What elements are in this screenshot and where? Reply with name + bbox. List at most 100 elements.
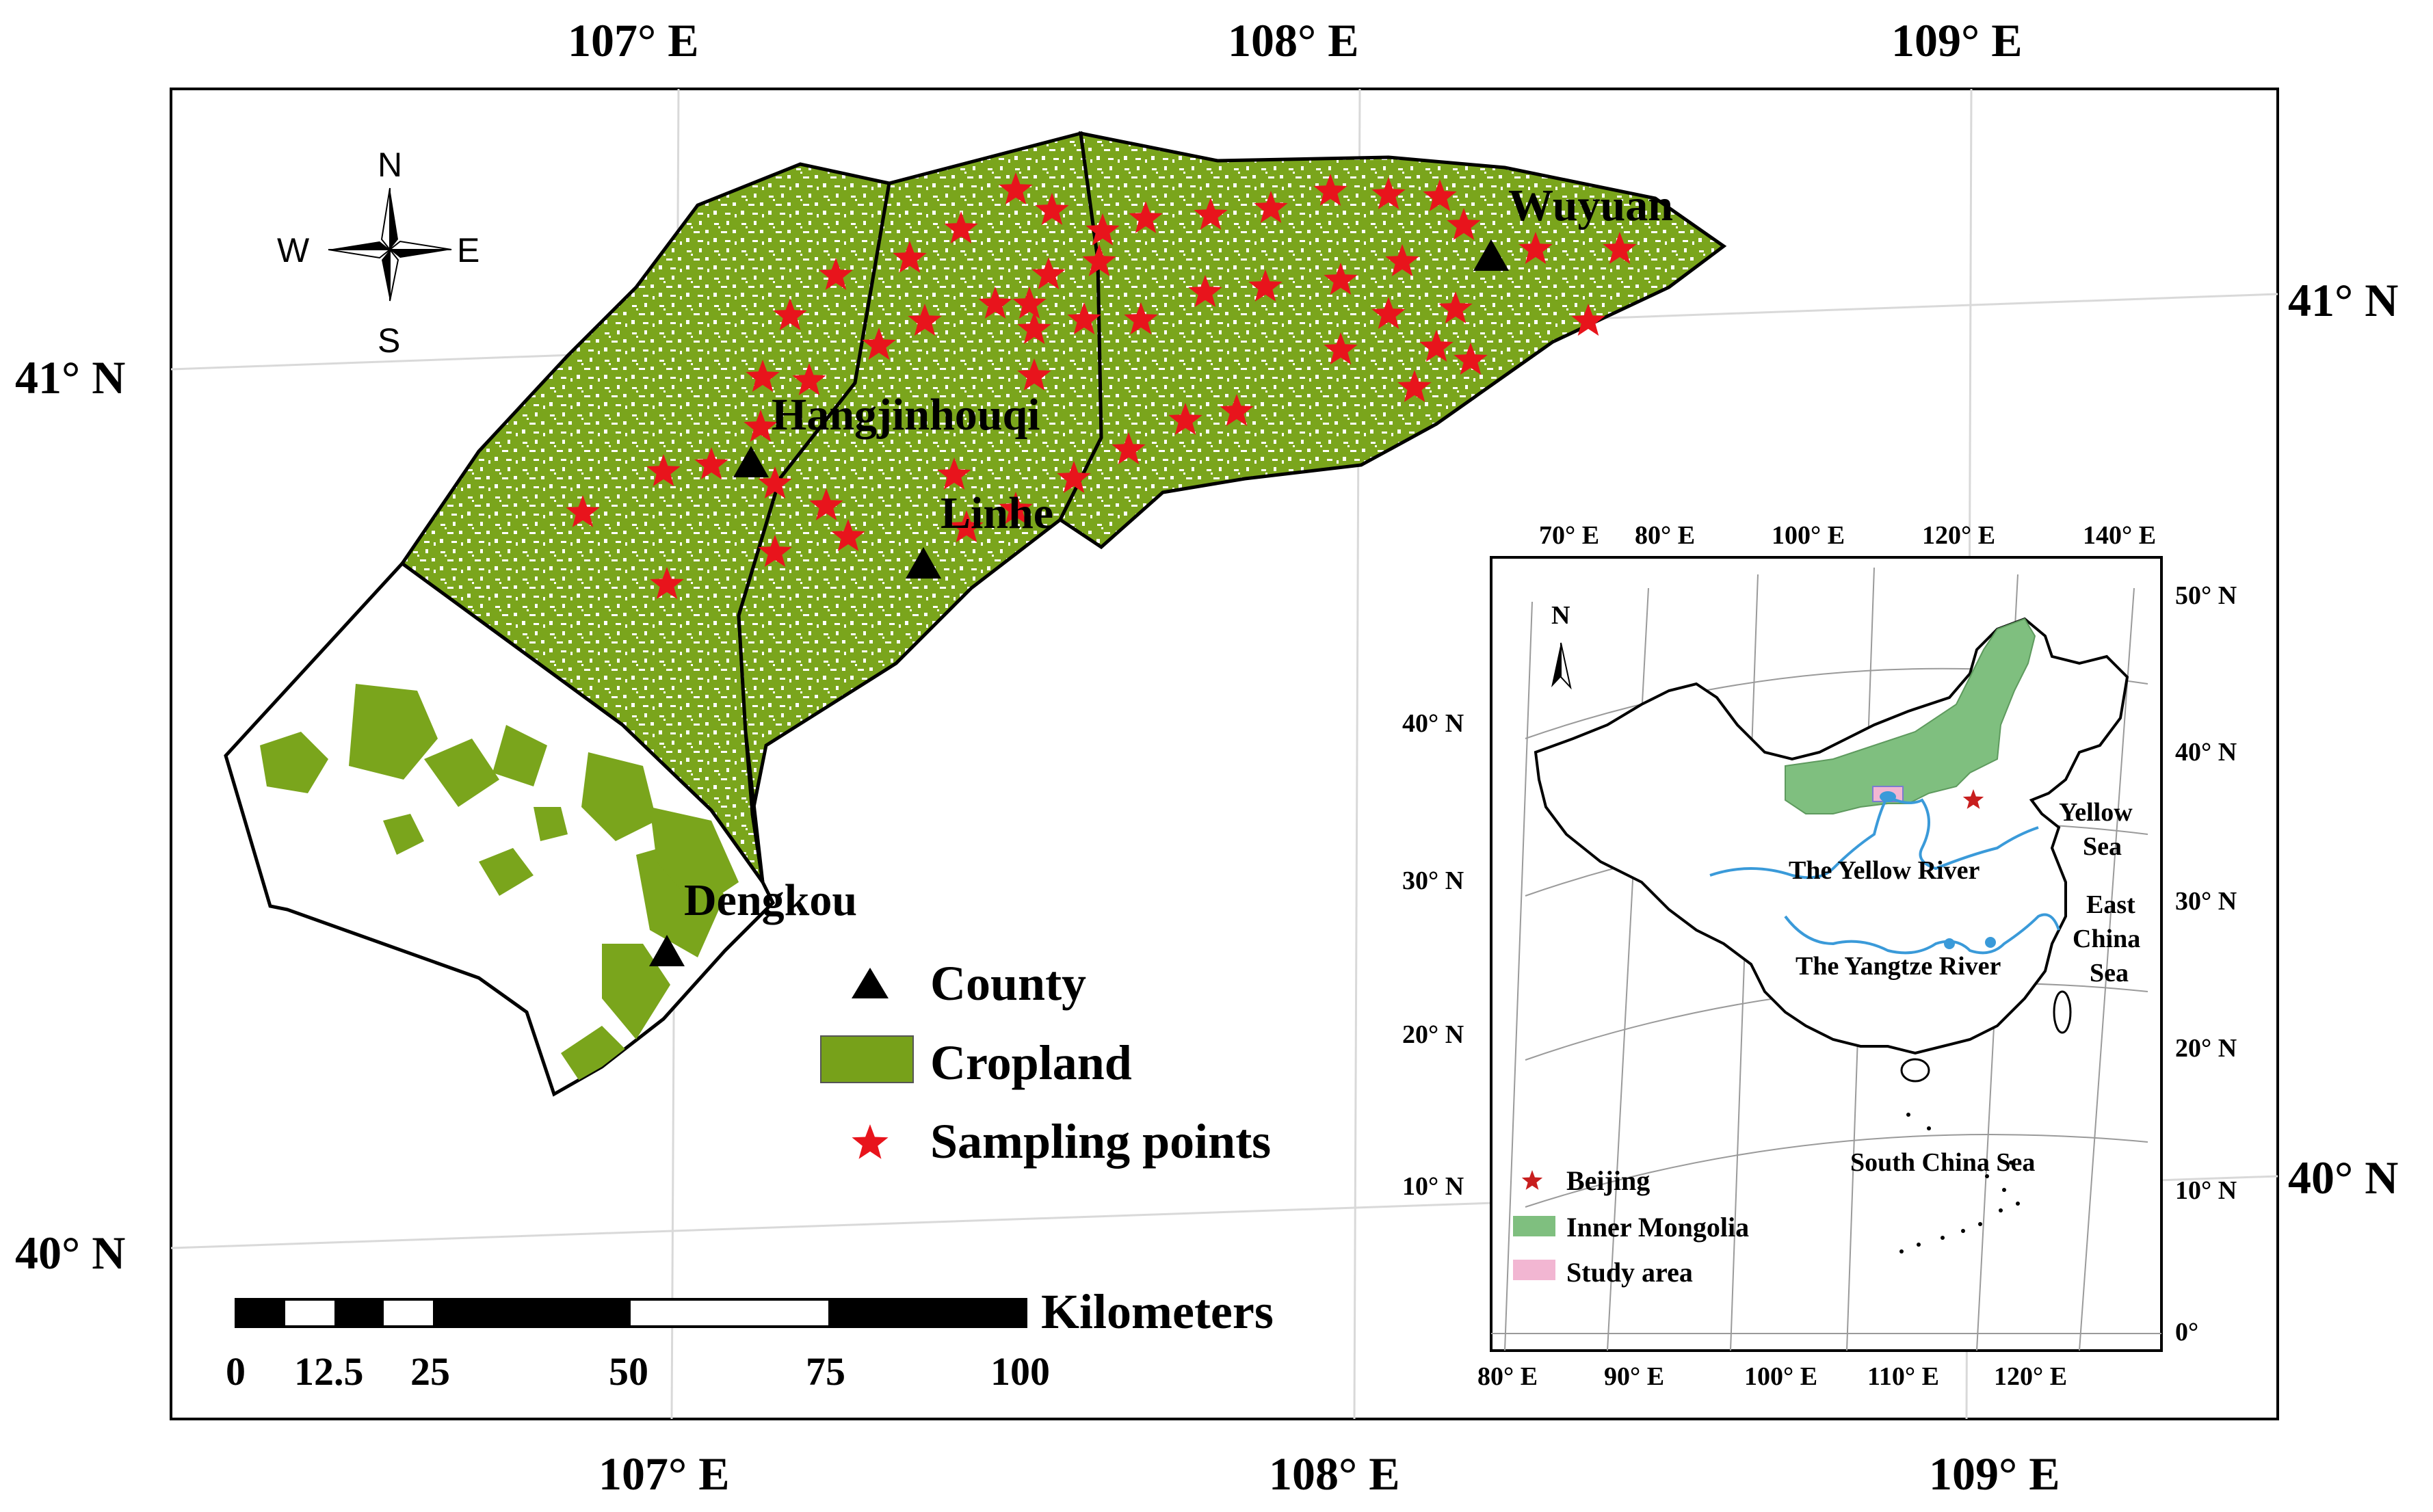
sampling-point-32 <box>1324 332 1358 364</box>
inset-lon-bottom-110: 110° E <box>1867 1362 1939 1391</box>
lat-right-41: 41° N <box>2288 274 2398 326</box>
sampling-point-48 <box>831 519 865 551</box>
sampling-point-17 <box>1012 287 1047 319</box>
legend-inner-mongolia-swatch <box>1513 1216 1555 1236</box>
sampling-point-37 <box>792 363 826 395</box>
inset-map: N The Yellow River The Yangtze River Yel… <box>1402 521 2237 1391</box>
legend-beijing-label: Beijing <box>1566 1165 1650 1196</box>
inset-lon-top-140: 140° E <box>2083 521 2156 550</box>
sampling-point-2 <box>1035 193 1069 225</box>
lat-right-40: 40° N <box>2288 1152 2398 1204</box>
sampling-point-44 <box>646 454 681 486</box>
lat-left-40: 40° N <box>15 1227 125 1279</box>
sampling-point-52 <box>949 510 984 542</box>
inset-lon-bottom-100: 100° E <box>1744 1362 1817 1391</box>
taiwan-island <box>2053 990 2072 1034</box>
inset-lat-left-40: 40° N <box>1402 709 1464 738</box>
lon-top-107: 107° E <box>568 14 699 66</box>
legend-beijing-star <box>1521 1170 1543 1190</box>
compass-rose: N S W E <box>277 146 479 360</box>
sampling-point-31 <box>1124 302 1158 334</box>
inset-lat-right-30: 30° N <box>2175 887 2237 916</box>
sampling-point-22 <box>1324 263 1358 295</box>
sampling-point-55 <box>650 567 684 599</box>
sampling-point-9 <box>1371 177 1406 209</box>
inset-lat-left-30: 30° N <box>1402 866 1464 895</box>
sampling-point-26 <box>773 298 807 330</box>
sampling-points <box>566 172 1637 599</box>
legend-county-label: County <box>930 956 1086 1011</box>
county-markers <box>649 239 1509 966</box>
sampling-point-45 <box>694 447 728 479</box>
sampling-point-50 <box>1057 461 1091 493</box>
label-yellow-sea-2: Sea <box>2083 832 2122 861</box>
sampling-point-21 <box>1248 269 1283 302</box>
sampling-point-41 <box>1112 432 1146 464</box>
sampling-point-29 <box>1017 312 1051 344</box>
inset-lat-right-10: 10° N <box>2175 1176 2237 1205</box>
lon-bottom-108: 108° E <box>1269 1448 1400 1500</box>
inset-lat-left-20: 20° N <box>1402 1020 1464 1049</box>
compass-east-label: E <box>457 231 479 269</box>
sampling-point-25 <box>1571 304 1605 336</box>
beijing-star <box>1962 789 1984 809</box>
sampling-point-19 <box>1082 244 1116 276</box>
label-east-china-sea-2: China <box>2073 925 2140 953</box>
sampling-point-15 <box>893 241 927 273</box>
sampling-point-3 <box>944 211 978 243</box>
sampling-point-8 <box>1313 174 1347 206</box>
sampling-point-27 <box>862 328 896 360</box>
legend-inner-mongolia-label: Inner Mongolia <box>1566 1212 1749 1243</box>
sampling-point-30 <box>1067 302 1101 334</box>
scale-tick-25: 25 <box>410 1349 450 1394</box>
place-label-hangjinhouqi: Hangjinhouqi <box>772 390 1040 440</box>
scale-tick-100: 100 <box>990 1349 1050 1394</box>
place-label-linhe: Linhe <box>941 488 1053 538</box>
sampling-point-1 <box>999 172 1033 204</box>
label-yangtze-river: The Yangtze River <box>1796 952 2001 981</box>
inset-north-arrow: N <box>1551 601 1572 690</box>
inset-lat-right-0: 0° <box>2175 1318 2198 1347</box>
inset-lon-bottom-120: 120° E <box>1994 1362 2067 1391</box>
inset-lat-right-20: 20° N <box>2175 1034 2237 1063</box>
label-east-china-sea-1: East <box>2086 890 2135 919</box>
scale-bar: Kilometers 0 12.5 25 50 75 100 <box>226 1284 1274 1394</box>
inset-lon-top-100: 100° E <box>1772 521 1845 550</box>
sampling-point-4 <box>1086 213 1120 246</box>
sampling-point-14 <box>819 258 853 290</box>
county-marker-dengkou <box>649 935 685 966</box>
county-marker-wuyuan <box>1473 239 1509 271</box>
sampling-point-6 <box>1194 198 1228 230</box>
legend-study-area-swatch <box>1513 1260 1555 1280</box>
hainan-island <box>1900 1058 1930 1083</box>
scale-tick-0: 0 <box>226 1349 246 1394</box>
lon-bottom-107: 107° E <box>599 1448 730 1500</box>
inset-lon-bottom-90: 90° E <box>1604 1362 1664 1391</box>
inset-north-label: N <box>1551 601 1570 630</box>
compass-west-label: W <box>277 231 310 269</box>
sampling-point-47 <box>809 488 843 520</box>
sampling-point-43 <box>1220 394 1254 426</box>
legend-sampling-symbol <box>852 1124 889 1159</box>
sampling-point-53 <box>758 535 792 567</box>
sampling-point-39 <box>1397 370 1432 402</box>
inset-lon-top-80: 80° E <box>1635 521 1695 550</box>
sampling-point-33 <box>1371 297 1406 329</box>
sampling-point-51 <box>999 492 1033 524</box>
inset-lat-right-50: 50° N <box>2175 581 2237 610</box>
legend-sampling-star <box>852 1124 889 1159</box>
lon-top-108: 108° E <box>1228 14 1359 66</box>
sampling-point-23 <box>1385 244 1419 276</box>
inset-lon-top-120: 120° E <box>1922 521 1995 550</box>
sampling-point-24 <box>1438 291 1473 323</box>
lon-bottom-109: 109° E <box>1929 1448 2060 1500</box>
sampling-point-49 <box>937 457 971 490</box>
sampling-point-42 <box>1168 403 1202 435</box>
scale-tick-12-5: 12.5 <box>294 1349 364 1394</box>
sampling-point-18 <box>1031 257 1066 289</box>
sampling-point-20 <box>1188 275 1222 307</box>
wuyuan-region <box>1057 131 1727 550</box>
compass-south-label: S <box>378 321 400 360</box>
sampling-point-7 <box>1254 191 1288 223</box>
inset-lon-bottom-80: 80° E <box>1477 1362 1538 1391</box>
